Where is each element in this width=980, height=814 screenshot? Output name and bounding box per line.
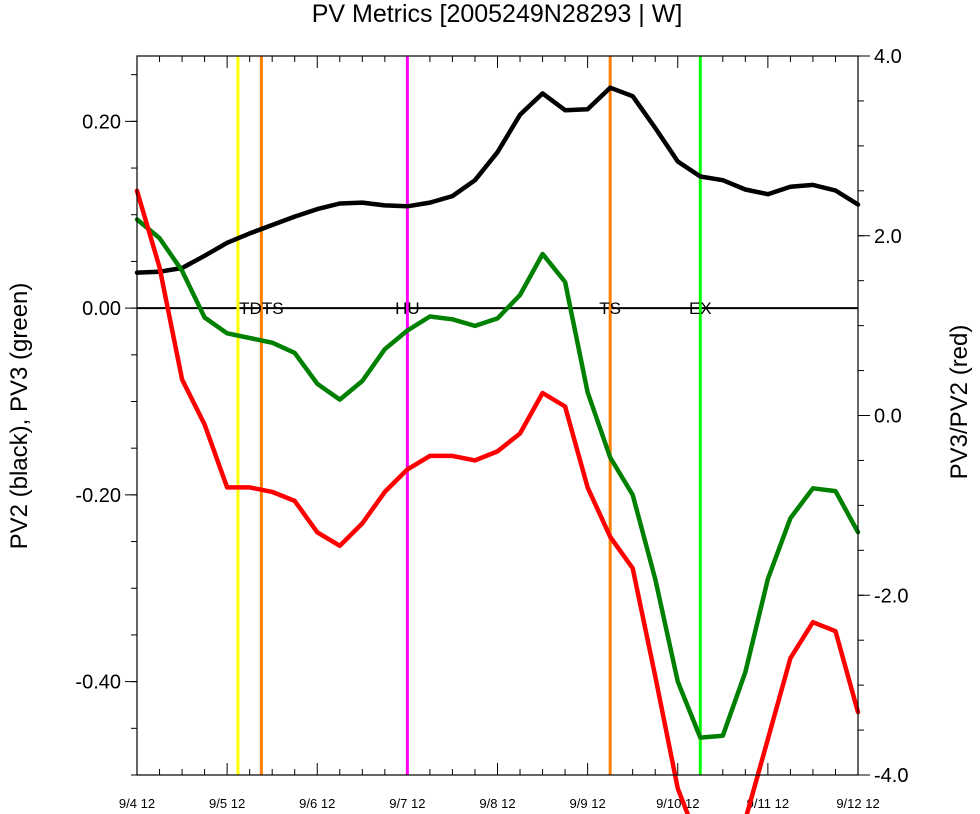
y-right-tick-label: -4.0 [874, 765, 908, 787]
event-marker-label: HU [395, 299, 420, 318]
y-left-tick-label: -0.40 [75, 672, 121, 694]
y-left-tick-label: -0.20 [75, 485, 121, 507]
x-tick-label: 9/7 12 [389, 796, 425, 811]
y-axis-left-label: PV2 (black), PV3 (green) [6, 283, 33, 550]
y-axis-right-label: PV3/PV2 (red) [946, 325, 973, 480]
x-tick-label: 9/11 12 [747, 796, 789, 811]
series-line-pv3 [134, 217, 861, 740]
series-line-pv2 [134, 85, 861, 275]
x-tick-label: 9/5 12 [209, 796, 245, 811]
chart-title: PV Metrics [2005249N28293 | W] [312, 0, 683, 28]
y-right-tick-label: -2.0 [874, 585, 908, 607]
y-left-tick-label: 0.00 [82, 298, 121, 320]
x-tick-label: 9/8 12 [479, 796, 515, 811]
x-tick-label: 9/9 12 [570, 796, 606, 811]
y-left-tick-label: 0.20 [82, 111, 121, 133]
y-right-tick-label: 0.0 [874, 406, 902, 428]
x-tick-label: 9/6 12 [299, 796, 335, 811]
axis-ticks: 9/4 12 9/5 12 9/6 12 9/7 12 9/8 12 9/9 12 9/10… [75, 46, 908, 811]
series-line-pv3-pv2 [134, 188, 861, 814]
x-tick-label: 9/12 12 [836, 796, 879, 811]
x-tick-label: 9/4 12 [119, 796, 155, 811]
data-series [134, 85, 861, 814]
y-right-tick-label: 2.0 [874, 226, 902, 248]
x-tick-label: 9/10 12 [656, 796, 699, 811]
plot-frame [136, 55, 859, 776]
event-markers: TDTS HU TS EX [236, 56, 712, 775]
event-marker-label: TS [599, 299, 621, 318]
y-right-tick-label: 4.0 [874, 46, 902, 68]
event-marker-label: TDTS [239, 299, 283, 318]
event-marker-label: EX [689, 299, 712, 318]
